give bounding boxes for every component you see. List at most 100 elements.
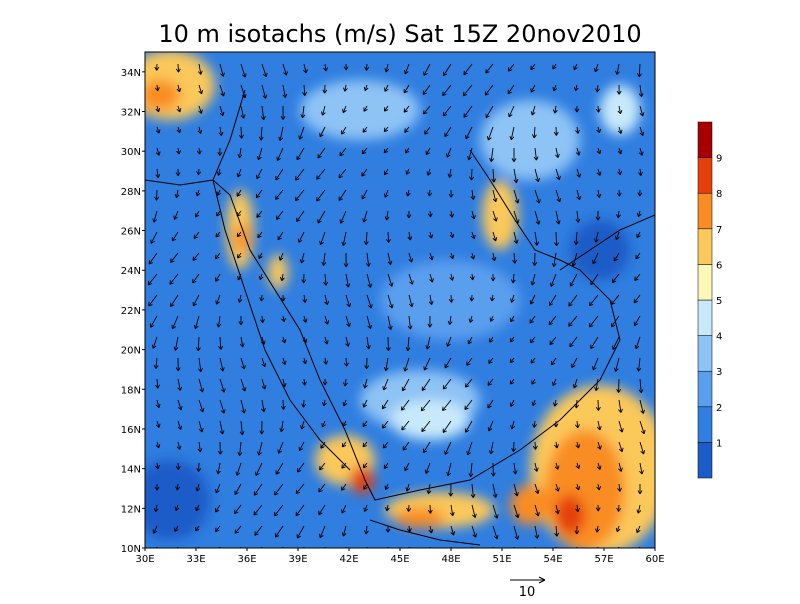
colorbar-swatch (697, 370, 713, 408)
wind-arrow (149, 315, 158, 328)
colorbar-swatch (697, 335, 713, 372)
wind-arrow (530, 273, 536, 286)
wind-arrow (550, 357, 557, 366)
wind-arrow (195, 189, 201, 197)
wind-arrow (636, 231, 641, 239)
wind-arrow (240, 105, 246, 119)
wind-arrow (552, 84, 558, 92)
wind-arrow (530, 84, 536, 93)
colorbar-swatch (697, 442, 713, 479)
wind-arrow (170, 294, 179, 307)
lat-label: 24N (121, 266, 141, 277)
wind-arrow (595, 210, 601, 221)
wind-arrow (596, 462, 602, 470)
wind-arrow (320, 105, 326, 116)
wind-arrow (575, 483, 581, 491)
wind-arrow (280, 399, 286, 410)
wind-arrow (421, 420, 431, 433)
wind-arrow (176, 441, 182, 450)
wind-arrow (381, 420, 389, 429)
wind-arrow (400, 399, 410, 411)
wind-arrow (531, 399, 537, 407)
wind-arrow (420, 399, 431, 412)
lon-label: 36E (237, 554, 256, 565)
wind-arrow (273, 504, 284, 517)
wind-arrow (322, 399, 327, 407)
wind-arrow (423, 105, 431, 115)
wind-arrow (237, 147, 243, 159)
wind-arrow (282, 84, 288, 98)
wind-arrow (253, 504, 263, 516)
wind-arrow (195, 504, 200, 512)
wind-arrow (176, 147, 181, 155)
wind-arrow (588, 294, 599, 307)
wind-arrow (153, 504, 159, 513)
wind-arrow (174, 189, 180, 199)
wind-arrow (383, 168, 389, 176)
wind-arrow (256, 210, 263, 218)
wind-arrow (446, 462, 452, 477)
wind-arrow (485, 105, 494, 119)
wind-arrow (152, 525, 158, 534)
wind-arrow (596, 126, 602, 134)
wind-arrow (236, 210, 242, 217)
wind-arrow (261, 63, 268, 78)
wind-arrow (636, 504, 642, 514)
wind-arrow (298, 126, 305, 140)
wind-arrow (238, 315, 244, 326)
wind-arrow (302, 294, 308, 303)
lon-label: 39E (288, 554, 307, 565)
wind-arrow (615, 231, 620, 240)
wind-arrow (449, 504, 455, 517)
wind-arrow (508, 105, 515, 118)
wind-arrow (282, 546, 284, 548)
wind-arrow (219, 63, 225, 77)
wind-arrow (301, 399, 307, 408)
wind-arrow (295, 483, 305, 495)
wind-arrow (239, 336, 245, 348)
wind-arrow (319, 525, 326, 539)
wind-arrow (638, 84, 644, 98)
colorbar-label: 3 (716, 367, 722, 378)
wind-arrow (154, 483, 160, 491)
wind-arrow (636, 210, 642, 218)
wind-arrow (530, 105, 536, 116)
isotach-field (145, 52, 655, 548)
wind-arrow (195, 336, 201, 352)
wind-arrow (471, 210, 476, 220)
wind-arrow (259, 420, 265, 435)
wind-arrow (345, 294, 352, 308)
wind-arrow (463, 105, 473, 118)
wind-arrow (571, 252, 578, 267)
wind-arrow (492, 231, 498, 242)
wind-arrow (216, 210, 221, 217)
wind-arrow (303, 63, 308, 74)
wind-arrow (594, 378, 599, 392)
wind-arrow (323, 357, 329, 365)
colorbar-swatch (697, 406, 713, 443)
wind-arrow (639, 420, 646, 435)
wind-arrow (362, 420, 368, 428)
wind-arrow (339, 210, 347, 224)
wind-arrow (568, 294, 578, 307)
wind-arrow (406, 525, 412, 533)
wind-arrow (343, 357, 349, 367)
wind-arrow (594, 63, 599, 73)
wind-arrow (342, 420, 347, 427)
wind-arrow (468, 462, 474, 478)
lon-label: 48E (441, 554, 460, 565)
wind-arrow (302, 336, 308, 344)
wind-arrow (617, 483, 622, 492)
wind-arrow (467, 336, 473, 345)
wind-arrow (573, 231, 579, 246)
wind-arrow (363, 504, 369, 512)
wind-arrow (639, 105, 645, 117)
wind-arrow (174, 525, 179, 532)
wind-arrow (317, 210, 326, 224)
wind-arrow (513, 210, 520, 224)
wind-arrow (462, 84, 473, 97)
wind-arrow (534, 483, 540, 494)
wind-arrow (256, 168, 263, 180)
wind-arrow (384, 189, 389, 198)
wind-arrow (637, 189, 643, 197)
